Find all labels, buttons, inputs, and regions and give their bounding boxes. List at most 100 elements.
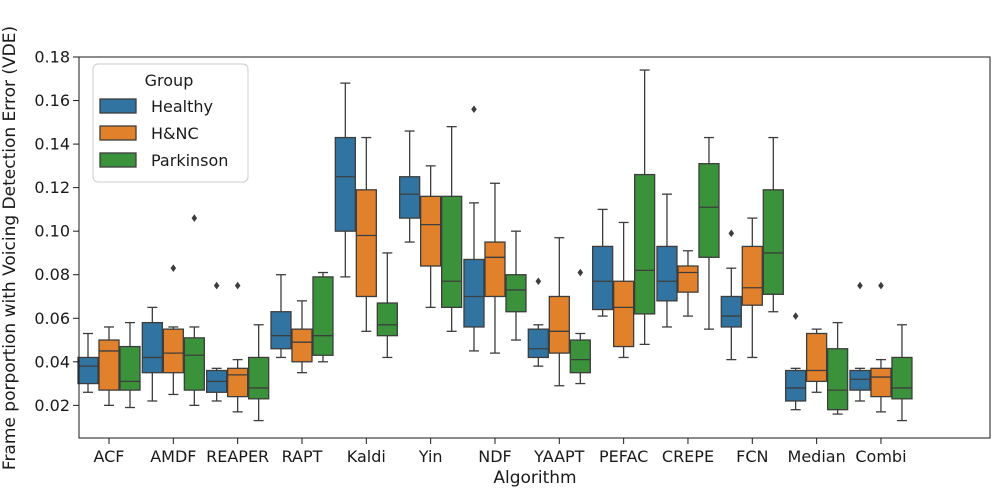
box-amdf-healthy bbox=[141, 306, 163, 402]
box-acf-parkinson bbox=[119, 321, 141, 409]
box-body bbox=[505, 274, 527, 313]
x-tick-label: Combi bbox=[855, 447, 906, 466]
outlier-point bbox=[234, 281, 241, 290]
legend-title: Group bbox=[145, 71, 194, 90]
box-body bbox=[720, 295, 742, 328]
legend-swatch bbox=[99, 125, 137, 141]
box-body bbox=[119, 345, 141, 391]
legend: Group Healthy H&NC Parkinson bbox=[92, 63, 249, 183]
legend-label: Healthy bbox=[151, 97, 213, 116]
box-amdf-hnc bbox=[162, 264, 184, 396]
box-body bbox=[98, 339, 120, 391]
x-axis-label: Algorithm bbox=[493, 468, 576, 488]
y-axis-label: Frame porportion with Voicing Detection … bbox=[0, 26, 20, 470]
box-body bbox=[656, 245, 678, 302]
outlier-point bbox=[170, 264, 177, 272]
outlier-point bbox=[471, 105, 477, 114]
legend-swatch bbox=[99, 98, 137, 114]
box-combi-parkinson bbox=[891, 324, 913, 422]
box-body bbox=[849, 369, 871, 391]
box-body bbox=[612, 280, 635, 348]
box-body bbox=[527, 328, 549, 359]
box-rapt-parkinson bbox=[312, 271, 334, 363]
x-tick-label: FCN bbox=[736, 447, 768, 466]
box-body bbox=[591, 245, 614, 311]
box-ndf-healthy bbox=[463, 105, 485, 352]
box-amdf-parkinson bbox=[183, 214, 205, 406]
box-pefac-parkinson bbox=[633, 69, 656, 346]
box-crepe-healthy bbox=[656, 193, 678, 328]
box-acf-healthy bbox=[77, 332, 99, 393]
box-acf-hnc bbox=[98, 326, 120, 406]
box-rapt-hnc bbox=[291, 300, 313, 374]
x-tick-label: Yin bbox=[418, 447, 443, 466]
box-median-hnc bbox=[805, 328, 828, 393]
x-tick-label: Median bbox=[788, 447, 846, 466]
outlier-point bbox=[878, 281, 884, 290]
x-tick-label: Kaldi bbox=[347, 447, 386, 466]
box-crepe-parkinson bbox=[698, 136, 720, 330]
box-reaper-parkinson bbox=[248, 324, 270, 422]
y-tick-label: 0.08 bbox=[34, 265, 70, 284]
box-body bbox=[77, 356, 99, 385]
box-kaldi-parkinson bbox=[376, 252, 398, 359]
y-tick-label: 0.16 bbox=[34, 91, 70, 110]
box-body bbox=[548, 295, 570, 354]
box-body bbox=[419, 195, 442, 267]
box-yin-parkinson bbox=[440, 126, 463, 332]
box-yin-healthy bbox=[398, 130, 421, 243]
outlier-point bbox=[728, 229, 735, 238]
axes-frame bbox=[78, 56, 991, 439]
box-body bbox=[334, 136, 356, 232]
y-tick-label: 0.12 bbox=[34, 178, 70, 197]
box-body bbox=[677, 265, 699, 293]
y-tick-label: 0.04 bbox=[34, 352, 70, 371]
box-body bbox=[312, 276, 334, 356]
box-fcn-healthy bbox=[720, 229, 742, 361]
x-tick-label: PEFAC bbox=[599, 447, 648, 466]
outlier-point bbox=[535, 277, 542, 286]
outlier-point bbox=[191, 214, 198, 222]
box-ndf-hnc bbox=[484, 182, 506, 354]
box-body bbox=[355, 189, 377, 298]
y-tick-label: 0.18 bbox=[34, 48, 70, 67]
box-body bbox=[741, 245, 763, 306]
box-rapt-healthy bbox=[270, 274, 292, 359]
box-body bbox=[162, 328, 184, 374]
axes: 0.02 0.04 0.06 0.08 0.10 0.12 0.14 0.16 0.18 ACF A… bbox=[34, 48, 991, 466]
x-tick-label: AMDF bbox=[150, 447, 196, 466]
box-combi-healthy bbox=[849, 281, 871, 402]
y-tick-label: 0.02 bbox=[34, 396, 70, 415]
box-yaapt-healthy bbox=[527, 277, 549, 367]
outlier-point bbox=[792, 312, 799, 320]
box-kaldi-hnc bbox=[355, 136, 377, 332]
box-reaper-hnc bbox=[227, 281, 249, 413]
box-body bbox=[141, 321, 163, 374]
box-body bbox=[270, 311, 292, 350]
box-body bbox=[376, 302, 398, 337]
x-tick-label: NDF bbox=[478, 447, 512, 466]
box-body bbox=[891, 356, 913, 400]
box-median-parkinson bbox=[826, 321, 849, 415]
box-body bbox=[826, 348, 849, 411]
box-median-healthy bbox=[784, 312, 807, 411]
x-tick-label: CREPE bbox=[662, 447, 714, 466]
y-tick-label: 0.14 bbox=[34, 135, 70, 154]
outlier-point bbox=[577, 268, 584, 277]
box-fcn-parkinson bbox=[762, 136, 784, 313]
box-kaldi-healthy bbox=[334, 82, 356, 278]
legend-label: H&NC bbox=[151, 124, 199, 143]
box-body bbox=[227, 367, 249, 398]
legend-swatch bbox=[99, 152, 137, 168]
box-pefac-hnc bbox=[612, 221, 635, 359]
box-body bbox=[633, 173, 656, 315]
plot-area bbox=[77, 69, 913, 422]
box-body bbox=[291, 328, 313, 363]
x-tick-label: ACF bbox=[93, 447, 124, 466]
y-tick-label: 0.06 bbox=[34, 309, 70, 328]
y-tick-label: 0.10 bbox=[34, 222, 70, 241]
box-body bbox=[762, 189, 784, 295]
box-reaper-healthy bbox=[206, 281, 228, 402]
box-fcn-hnc bbox=[741, 217, 763, 359]
box-body bbox=[784, 369, 807, 402]
